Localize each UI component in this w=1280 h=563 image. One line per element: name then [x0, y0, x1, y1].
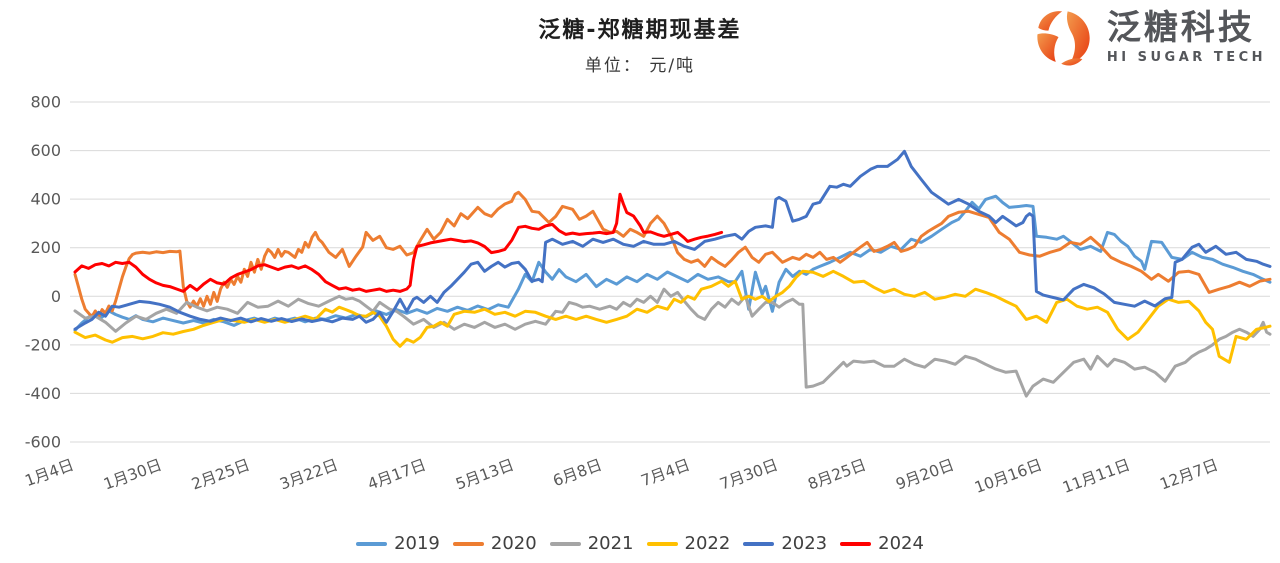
series-line-2024 [73, 192, 724, 293]
swirl-bottom-left [1037, 33, 1059, 62]
chart-legend: 2019 2020 2021 2022 2023 2024 [0, 533, 1280, 554]
y-axis-label: -600 [25, 433, 61, 452]
series-line-2020 [73, 190, 1272, 319]
x-axis-label: 7月4日 [639, 456, 693, 490]
x-axis-label: 5月13日 [453, 456, 516, 494]
legend-label-2023: 2023 [781, 533, 828, 554]
legend-item-2021: 2021 [549, 533, 634, 554]
legend-label-2020: 2020 [490, 533, 537, 554]
series-line-2023 [73, 149, 1272, 331]
legend-item-2024: 2024 [840, 533, 924, 554]
x-axis-label: 12月7日 [1157, 456, 1220, 494]
swirl-right [1066, 11, 1090, 63]
legend-label-2024: 2024 [878, 533, 924, 554]
x-axis-label: 1月4日 [23, 456, 77, 490]
x-axis-label: 11月11日 [1060, 456, 1132, 497]
legend-item-2020: 2020 [452, 533, 537, 554]
series-line-2021 [73, 287, 1272, 398]
legend-item-2023: 2023 [743, 533, 827, 554]
swirl-top-left [1038, 11, 1063, 31]
legend-label-2019: 2019 [394, 533, 440, 554]
x-axis-label: 2月25日 [189, 456, 252, 494]
y-axis-label: 0 [51, 287, 61, 306]
x-axis-label: 9月20日 [893, 456, 956, 494]
x-axis-label: 6月8日 [551, 456, 605, 490]
brand-logo: 泛糖科技 HI SUGAR TECH [1031, 5, 1266, 71]
legend-swatch-2022 [646, 541, 678, 546]
x-axis-label: 8月25日 [805, 456, 868, 494]
legend-swatch-2020 [452, 541, 484, 546]
series-line-2019 [73, 194, 1272, 332]
y-axis-label: -400 [25, 384, 61, 403]
legend-item-2019: 2019 [356, 533, 440, 554]
logo-cn-text: 泛糖科技 [1106, 8, 1255, 48]
logo-en-text: HI SUGAR TECH [1106, 50, 1266, 65]
x-axis-label: 3月22日 [277, 456, 340, 494]
y-axis-label: 400 [30, 190, 61, 209]
legend-label-2022: 2022 [684, 533, 731, 554]
y-axis-label: 600 [30, 141, 61, 160]
swirl-bottom-swoosh [1061, 58, 1083, 66]
y-axis-label: 200 [30, 238, 61, 257]
x-axis-label: 1月30日 [101, 456, 164, 494]
legend-swatch-2021 [549, 541, 581, 546]
logo-text: 泛糖科技 HI SUGAR TECH [1107, 11, 1266, 65]
x-axis-label: 7月30日 [717, 456, 780, 494]
legend-item-2022: 2022 [646, 533, 731, 554]
legend-swatch-2024 [840, 541, 872, 546]
hi-sugar-swirl-icon [1037, 11, 1090, 66]
y-axis-label: 800 [30, 93, 61, 112]
legend-swatch-2019 [356, 541, 388, 546]
legend-label-2021: 2021 [587, 533, 634, 554]
y-axis-label: -200 [25, 335, 61, 354]
legend-swatch-2023 [743, 541, 775, 546]
x-axis-label: 10月16日 [972, 456, 1044, 497]
x-axis-label: 4月17日 [365, 456, 428, 494]
